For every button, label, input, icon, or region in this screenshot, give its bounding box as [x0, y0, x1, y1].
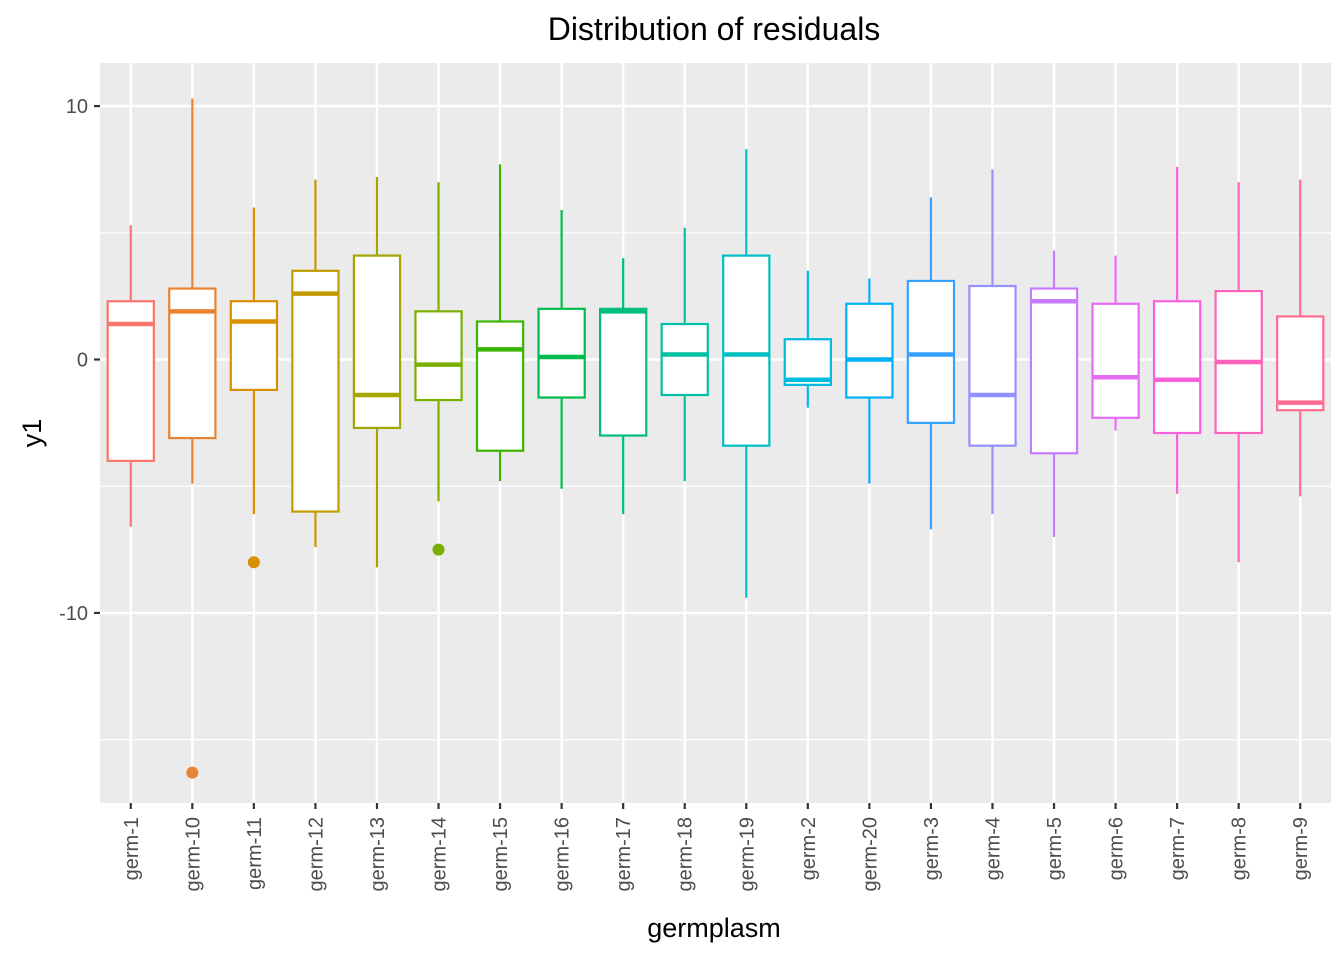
y-axis: -10 0 10	[59, 96, 100, 625]
box-germ-6	[1091, 255, 1140, 431]
y-tick-label: 0	[77, 350, 88, 372]
outlier-point	[247, 556, 260, 569]
y-axis-title: y1	[17, 419, 47, 448]
x-tick-label: germ-15	[490, 817, 512, 891]
outlier-point	[186, 766, 199, 779]
box-germ-8	[1214, 182, 1263, 563]
box-body	[906, 279, 956, 424]
x-tick-label: germ-17	[613, 817, 635, 891]
box-germ-11	[229, 207, 279, 569]
x-tick-label: germ-6	[1106, 817, 1128, 880]
box-germ-3	[906, 197, 956, 530]
box-body	[722, 254, 771, 447]
box-germ-17	[598, 258, 648, 515]
box-germ-19	[722, 149, 771, 598]
x-tick-label: germ-5	[1044, 817, 1066, 880]
x-axis: germ-1 germ-10 germ-11 germ-12 germ-13 germ-1…	[121, 803, 1312, 891]
box-germ-18	[660, 227, 709, 482]
y-tick-label: -10	[59, 603, 88, 625]
box-body	[537, 307, 586, 399]
x-tick-label: germ-14	[429, 817, 451, 891]
y-tick-label: 10	[66, 96, 88, 118]
box-body	[414, 310, 463, 402]
x-tick-label: germ-16	[552, 817, 574, 891]
x-tick-label: germ-10	[182, 817, 204, 891]
x-tick-label: germ-19	[736, 817, 758, 891]
box-body	[291, 269, 340, 513]
x-tick-label: germ-9	[1290, 817, 1312, 880]
box-body	[1091, 302, 1140, 419]
x-tick-label: germ-11	[244, 817, 266, 890]
x-tick-label: germ-8	[1229, 817, 1251, 880]
box-germ-13	[352, 177, 402, 568]
x-axis-title: germplasm	[647, 913, 781, 943]
plot-panel	[100, 63, 1331, 803]
box-body	[1152, 300, 1202, 435]
box-germ-12	[291, 179, 340, 548]
x-tick-label: germ-3	[921, 817, 943, 880]
x-tick-label: germ-18	[675, 817, 697, 891]
box-body	[783, 338, 833, 386]
x-tick-label: germ-4	[982, 817, 1004, 880]
box-body	[229, 300, 279, 392]
x-tick-label: germ-2	[798, 817, 820, 880]
chart-title: Distribution of residuals	[548, 11, 881, 47]
box-body	[598, 307, 648, 437]
box-germ-15	[475, 164, 525, 482]
box-body	[1276, 315, 1325, 412]
box-body	[475, 320, 525, 452]
x-tick-label: germ-20	[859, 817, 881, 891]
box-body	[1029, 287, 1079, 455]
outlier-point	[432, 543, 445, 556]
box-germ-7	[1152, 166, 1202, 494]
box-germ-1	[106, 225, 155, 527]
box-body	[845, 302, 894, 399]
x-tick-label: germ-1	[121, 817, 143, 880]
box-body	[660, 322, 709, 397]
box-germ-4	[968, 169, 1017, 515]
box-germ-14	[414, 182, 463, 556]
box-germ-10	[168, 98, 217, 779]
boxes-layer	[106, 98, 1325, 779]
x-tick-label: germ-13	[367, 817, 389, 891]
box-germ-20	[845, 278, 894, 484]
box-germ-5	[1029, 250, 1079, 537]
box-germ-2	[783, 270, 833, 408]
box-germ-16	[537, 209, 586, 489]
box-body	[968, 284, 1017, 447]
box-body	[352, 254, 402, 430]
box-germ-9	[1276, 179, 1325, 497]
box-body	[106, 300, 155, 462]
x-tick-label: germ-7	[1167, 817, 1189, 880]
x-tick-label: germ-12	[305, 817, 327, 891]
